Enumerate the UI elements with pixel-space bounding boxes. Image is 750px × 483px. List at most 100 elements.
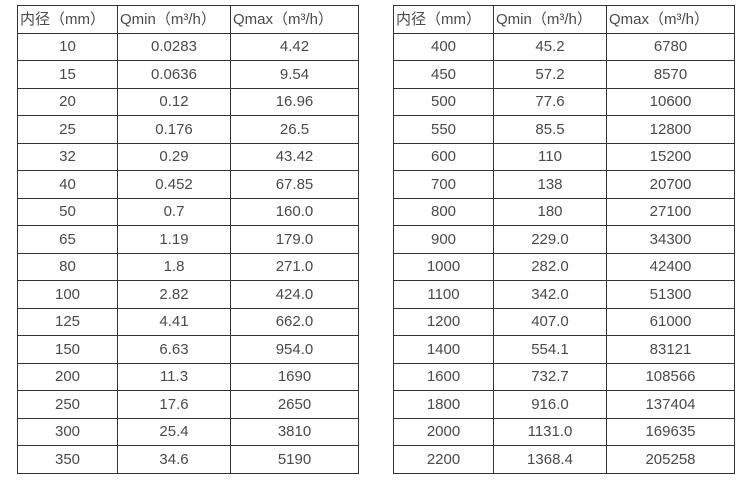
data-cell: 20 — [17, 87, 118, 116]
table-row: 125 4.41 662.0 — [17, 307, 359, 336]
data-cell: 5190 — [230, 445, 359, 474]
data-cell: 0.12 — [117, 87, 231, 116]
table-row: 150 6.63 954.0 — [17, 335, 359, 364]
data-cell: 138 — [493, 170, 607, 199]
data-cell: 6780 — [606, 32, 735, 61]
header-cell: Qmin（m³/h） — [493, 5, 607, 34]
data-cell: 2650 — [230, 390, 359, 419]
table-row: 32 0.29 43.42 — [17, 142, 359, 171]
data-cell: 1600 — [393, 362, 494, 391]
table-row: 10 0.0283 4.42 — [17, 32, 359, 61]
data-cell: 100 — [17, 280, 118, 309]
flow-spec-table-right: 内径（mm） Qmin（m³/h） Qmax（m³/h） 400 45.2 6780 45… — [393, 5, 735, 474]
data-cell: 51300 — [606, 280, 735, 309]
data-cell: 550 — [393, 115, 494, 144]
tables-container: 内径（mm） Qmin（m³/h） Qmax（m³/h） 10 0.0283 4.42 1… — [17, 5, 735, 474]
data-cell: 40 — [17, 170, 118, 199]
table-row: 20 0.12 16.96 — [17, 87, 359, 116]
data-cell: 554.1 — [493, 335, 607, 364]
table-row: 2000 1131.0 169635 — [393, 417, 735, 446]
table-row: 1100 342.0 51300 — [393, 280, 735, 309]
data-cell: 57.2 — [493, 60, 607, 89]
table-row: 1200 407.0 61000 — [393, 307, 735, 336]
data-cell: 26.5 — [230, 115, 359, 144]
data-cell: 15200 — [606, 142, 735, 171]
data-cell: 169635 — [606, 417, 735, 446]
table-row: 400 45.2 6780 — [393, 32, 735, 61]
header-row: 内径（mm） Qmin（m³/h） Qmax（m³/h） — [17, 5, 359, 34]
data-cell: 0.0636 — [117, 60, 231, 89]
data-cell: 662.0 — [230, 307, 359, 336]
data-cell: 10600 — [606, 87, 735, 116]
table-row: 40 0.452 67.85 — [17, 170, 359, 199]
data-cell: 150 — [17, 335, 118, 364]
table-body: 400 45.2 6780 450 57.2 8570 500 77.6 10600 550 85.… — [393, 32, 735, 474]
data-cell: 4.41 — [117, 307, 231, 336]
data-cell: 34.6 — [117, 445, 231, 474]
table-row: 100 2.82 424.0 — [17, 280, 359, 309]
data-cell: 27100 — [606, 197, 735, 226]
data-cell: 80 — [17, 252, 118, 281]
data-cell: 732.7 — [493, 362, 607, 391]
data-cell: 25.4 — [117, 417, 231, 446]
header-cell: Qmax（m³/h） — [606, 5, 735, 34]
data-cell: 11.3 — [117, 362, 231, 391]
data-cell: 160.0 — [230, 197, 359, 226]
flow-spec-table-left: 内径（mm） Qmin（m³/h） Qmax（m³/h） 10 0.0283 4.42 1… — [17, 5, 359, 474]
data-cell: 43.42 — [230, 142, 359, 171]
data-cell: 45.2 — [493, 32, 607, 61]
table-row: 250 17.6 2650 — [17, 390, 359, 419]
data-cell: 125 — [17, 307, 118, 336]
data-cell: 17.6 — [117, 390, 231, 419]
data-cell: 110 — [493, 142, 607, 171]
data-cell: 200 — [17, 362, 118, 391]
table-row: 1800 916.0 137404 — [393, 390, 735, 419]
data-cell: 50 — [17, 197, 118, 226]
data-cell: 6.63 — [117, 335, 231, 364]
table-row: 450 57.2 8570 — [393, 60, 735, 89]
table-header: 内径（mm） Qmin（m³/h） Qmax（m³/h） — [17, 5, 359, 34]
table-row: 2200 1368.4 205258 — [393, 445, 735, 474]
data-cell: 1690 — [230, 362, 359, 391]
table-row: 1400 554.1 83121 — [393, 335, 735, 364]
table-header: 内径（mm） Qmin（m³/h） Qmax（m³/h） — [393, 5, 735, 34]
data-cell: 229.0 — [493, 225, 607, 254]
data-cell: 1.8 — [117, 252, 231, 281]
data-cell: 10 — [17, 32, 118, 61]
data-cell: 16.96 — [230, 87, 359, 116]
data-cell: 1100 — [393, 280, 494, 309]
data-cell: 34300 — [606, 225, 735, 254]
data-cell: 800 — [393, 197, 494, 226]
data-cell: 2000 — [393, 417, 494, 446]
data-cell: 137404 — [606, 390, 735, 419]
header-cell: 内径（mm） — [393, 5, 494, 34]
table-row: 800 180 27100 — [393, 197, 735, 226]
table-row: 25 0.176 26.5 — [17, 115, 359, 144]
data-cell: 1000 — [393, 252, 494, 281]
data-cell: 0.7 — [117, 197, 231, 226]
data-cell: 250 — [17, 390, 118, 419]
data-cell: 12800 — [606, 115, 735, 144]
table-row: 50 0.7 160.0 — [17, 197, 359, 226]
table-row: 1600 732.7 108566 — [393, 362, 735, 391]
data-cell: 700 — [393, 170, 494, 199]
data-cell: 67.85 — [230, 170, 359, 199]
data-cell: 8570 — [606, 60, 735, 89]
table-row: 550 85.5 12800 — [393, 115, 735, 144]
data-cell: 1400 — [393, 335, 494, 364]
data-cell: 83121 — [606, 335, 735, 364]
data-cell: 0.176 — [117, 115, 231, 144]
table-row: 200 11.3 1690 — [17, 362, 359, 391]
data-cell: 1368.4 — [493, 445, 607, 474]
table-row: 15 0.0636 9.54 — [17, 60, 359, 89]
data-cell: 0.0283 — [117, 32, 231, 61]
data-cell: 108566 — [606, 362, 735, 391]
header-cell: Qmin（m³/h） — [117, 5, 231, 34]
table-row: 1000 282.0 42400 — [393, 252, 735, 281]
data-cell: 2.82 — [117, 280, 231, 309]
data-cell: 1800 — [393, 390, 494, 419]
data-cell: 350 — [17, 445, 118, 474]
data-cell: 407.0 — [493, 307, 607, 336]
data-cell: 32 — [17, 142, 118, 171]
